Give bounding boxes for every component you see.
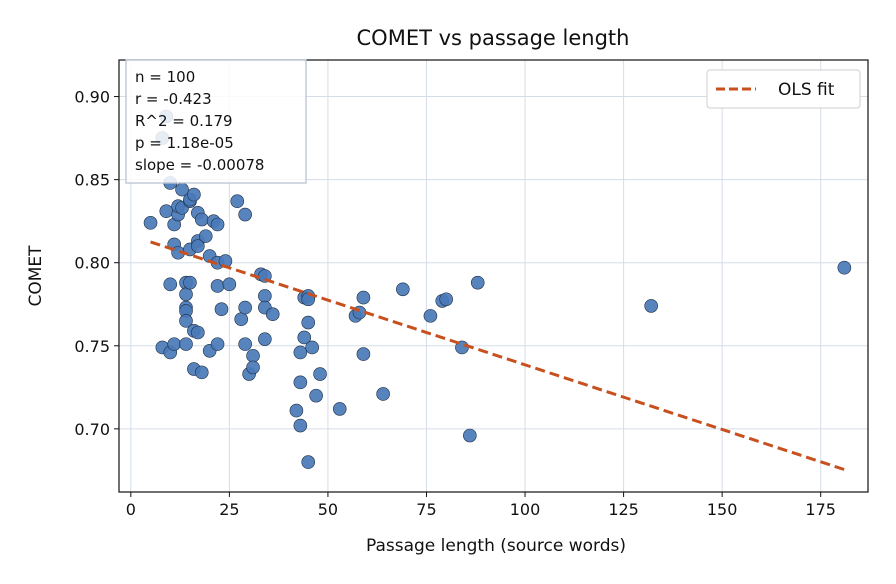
- data-point: [356, 347, 371, 361]
- data-point: [179, 314, 193, 328]
- legend: OLS fit: [706, 69, 861, 109]
- data-point: [210, 337, 225, 351]
- data-point: [258, 332, 272, 346]
- data-point: [198, 229, 213, 243]
- data-point: [230, 194, 245, 209]
- data-point: [187, 187, 201, 202]
- x-tick-label: 0: [126, 500, 136, 519]
- data-point: [238, 207, 252, 222]
- x-axis-ticks: 0 25 50 75 100 125 150 175: [126, 492, 836, 519]
- fit-line-layer: [150, 240, 845, 471]
- data-point: [246, 360, 260, 375]
- data-point: [179, 337, 193, 351]
- legend-frame: [706, 69, 861, 109]
- y-axis-label: COMET: [26, 245, 46, 307]
- data-point: [289, 403, 304, 418]
- data-point: [309, 388, 323, 403]
- plot-frame: [118, 59, 869, 493]
- data-point: [293, 345, 308, 360]
- legend-fit-label: OLS fit: [778, 80, 835, 100]
- stats-box: n = 100 r = -0.423 R^2 = 0.179 p = 1.18e…: [125, 59, 307, 184]
- stats-line-r2: R^2 = 0.179: [135, 112, 233, 130]
- data-point: [214, 302, 229, 317]
- stats-line-p: p = 1.18e-05: [135, 134, 234, 152]
- y-tick-label: 0.85: [74, 171, 110, 190]
- data-point: [423, 309, 438, 323]
- data-point: [332, 402, 347, 416]
- data-point: [167, 337, 181, 351]
- data-point: [293, 418, 308, 433]
- data-point: [238, 337, 252, 351]
- data-point: [376, 387, 390, 401]
- y-tick-label: 0.90: [74, 88, 110, 107]
- data-point: [293, 375, 308, 390]
- data-point: [163, 277, 178, 292]
- y-axis-ticks: 0.70 0.75 0.80 0.85 0.90: [74, 88, 119, 439]
- x-tick-label: 75: [416, 500, 436, 519]
- data-point: [313, 367, 327, 381]
- data-point: [183, 275, 197, 290]
- x-tick-label: 100: [510, 500, 541, 519]
- data-point: [305, 340, 319, 355]
- data-point: [439, 292, 453, 307]
- data-point: [258, 289, 272, 303]
- data-point: [301, 315, 316, 330]
- data-point: [179, 287, 193, 302]
- y-tick-label: 0.75: [74, 337, 110, 356]
- data-point: [470, 275, 485, 290]
- x-axis-label: Passage length (source words): [366, 536, 626, 556]
- x-tick-label: 50: [318, 500, 338, 519]
- data-point: [356, 290, 371, 305]
- data-point: [159, 204, 174, 218]
- data-point: [837, 260, 852, 275]
- data-point: [191, 325, 205, 340]
- data-point: [191, 239, 205, 253]
- data-point: [222, 277, 237, 292]
- data-point: [265, 307, 280, 322]
- x-tick-label: 125: [608, 500, 639, 519]
- data-point: [238, 300, 252, 315]
- data-point: [234, 312, 249, 327]
- data-point: [396, 282, 410, 297]
- data-point: [143, 216, 158, 230]
- ols-fit-line: [150, 240, 845, 471]
- data-point: [210, 217, 225, 232]
- stats-line-n: n = 100: [135, 68, 195, 86]
- data-point: [194, 212, 209, 227]
- data-point: [194, 365, 209, 380]
- grid: [119, 60, 868, 492]
- x-tick-label: 150: [707, 500, 738, 519]
- stats-box-frame: [125, 59, 307, 184]
- data-point: [301, 455, 316, 469]
- stats-line-r: r = -0.423: [135, 90, 212, 108]
- data-point: [297, 330, 312, 345]
- y-tick-label: 0.70: [74, 420, 110, 439]
- data-point: [463, 428, 477, 443]
- data-point: [246, 348, 260, 363]
- y-tick-label: 0.80: [74, 254, 110, 273]
- chart-title: COMET vs passage length: [357, 26, 630, 50]
- x-tick-label: 25: [219, 500, 239, 519]
- data-point: [210, 279, 225, 293]
- data-point: [644, 299, 658, 313]
- stats-line-slope: slope = -0.00078: [135, 156, 264, 174]
- x-tick-label: 175: [805, 500, 836, 519]
